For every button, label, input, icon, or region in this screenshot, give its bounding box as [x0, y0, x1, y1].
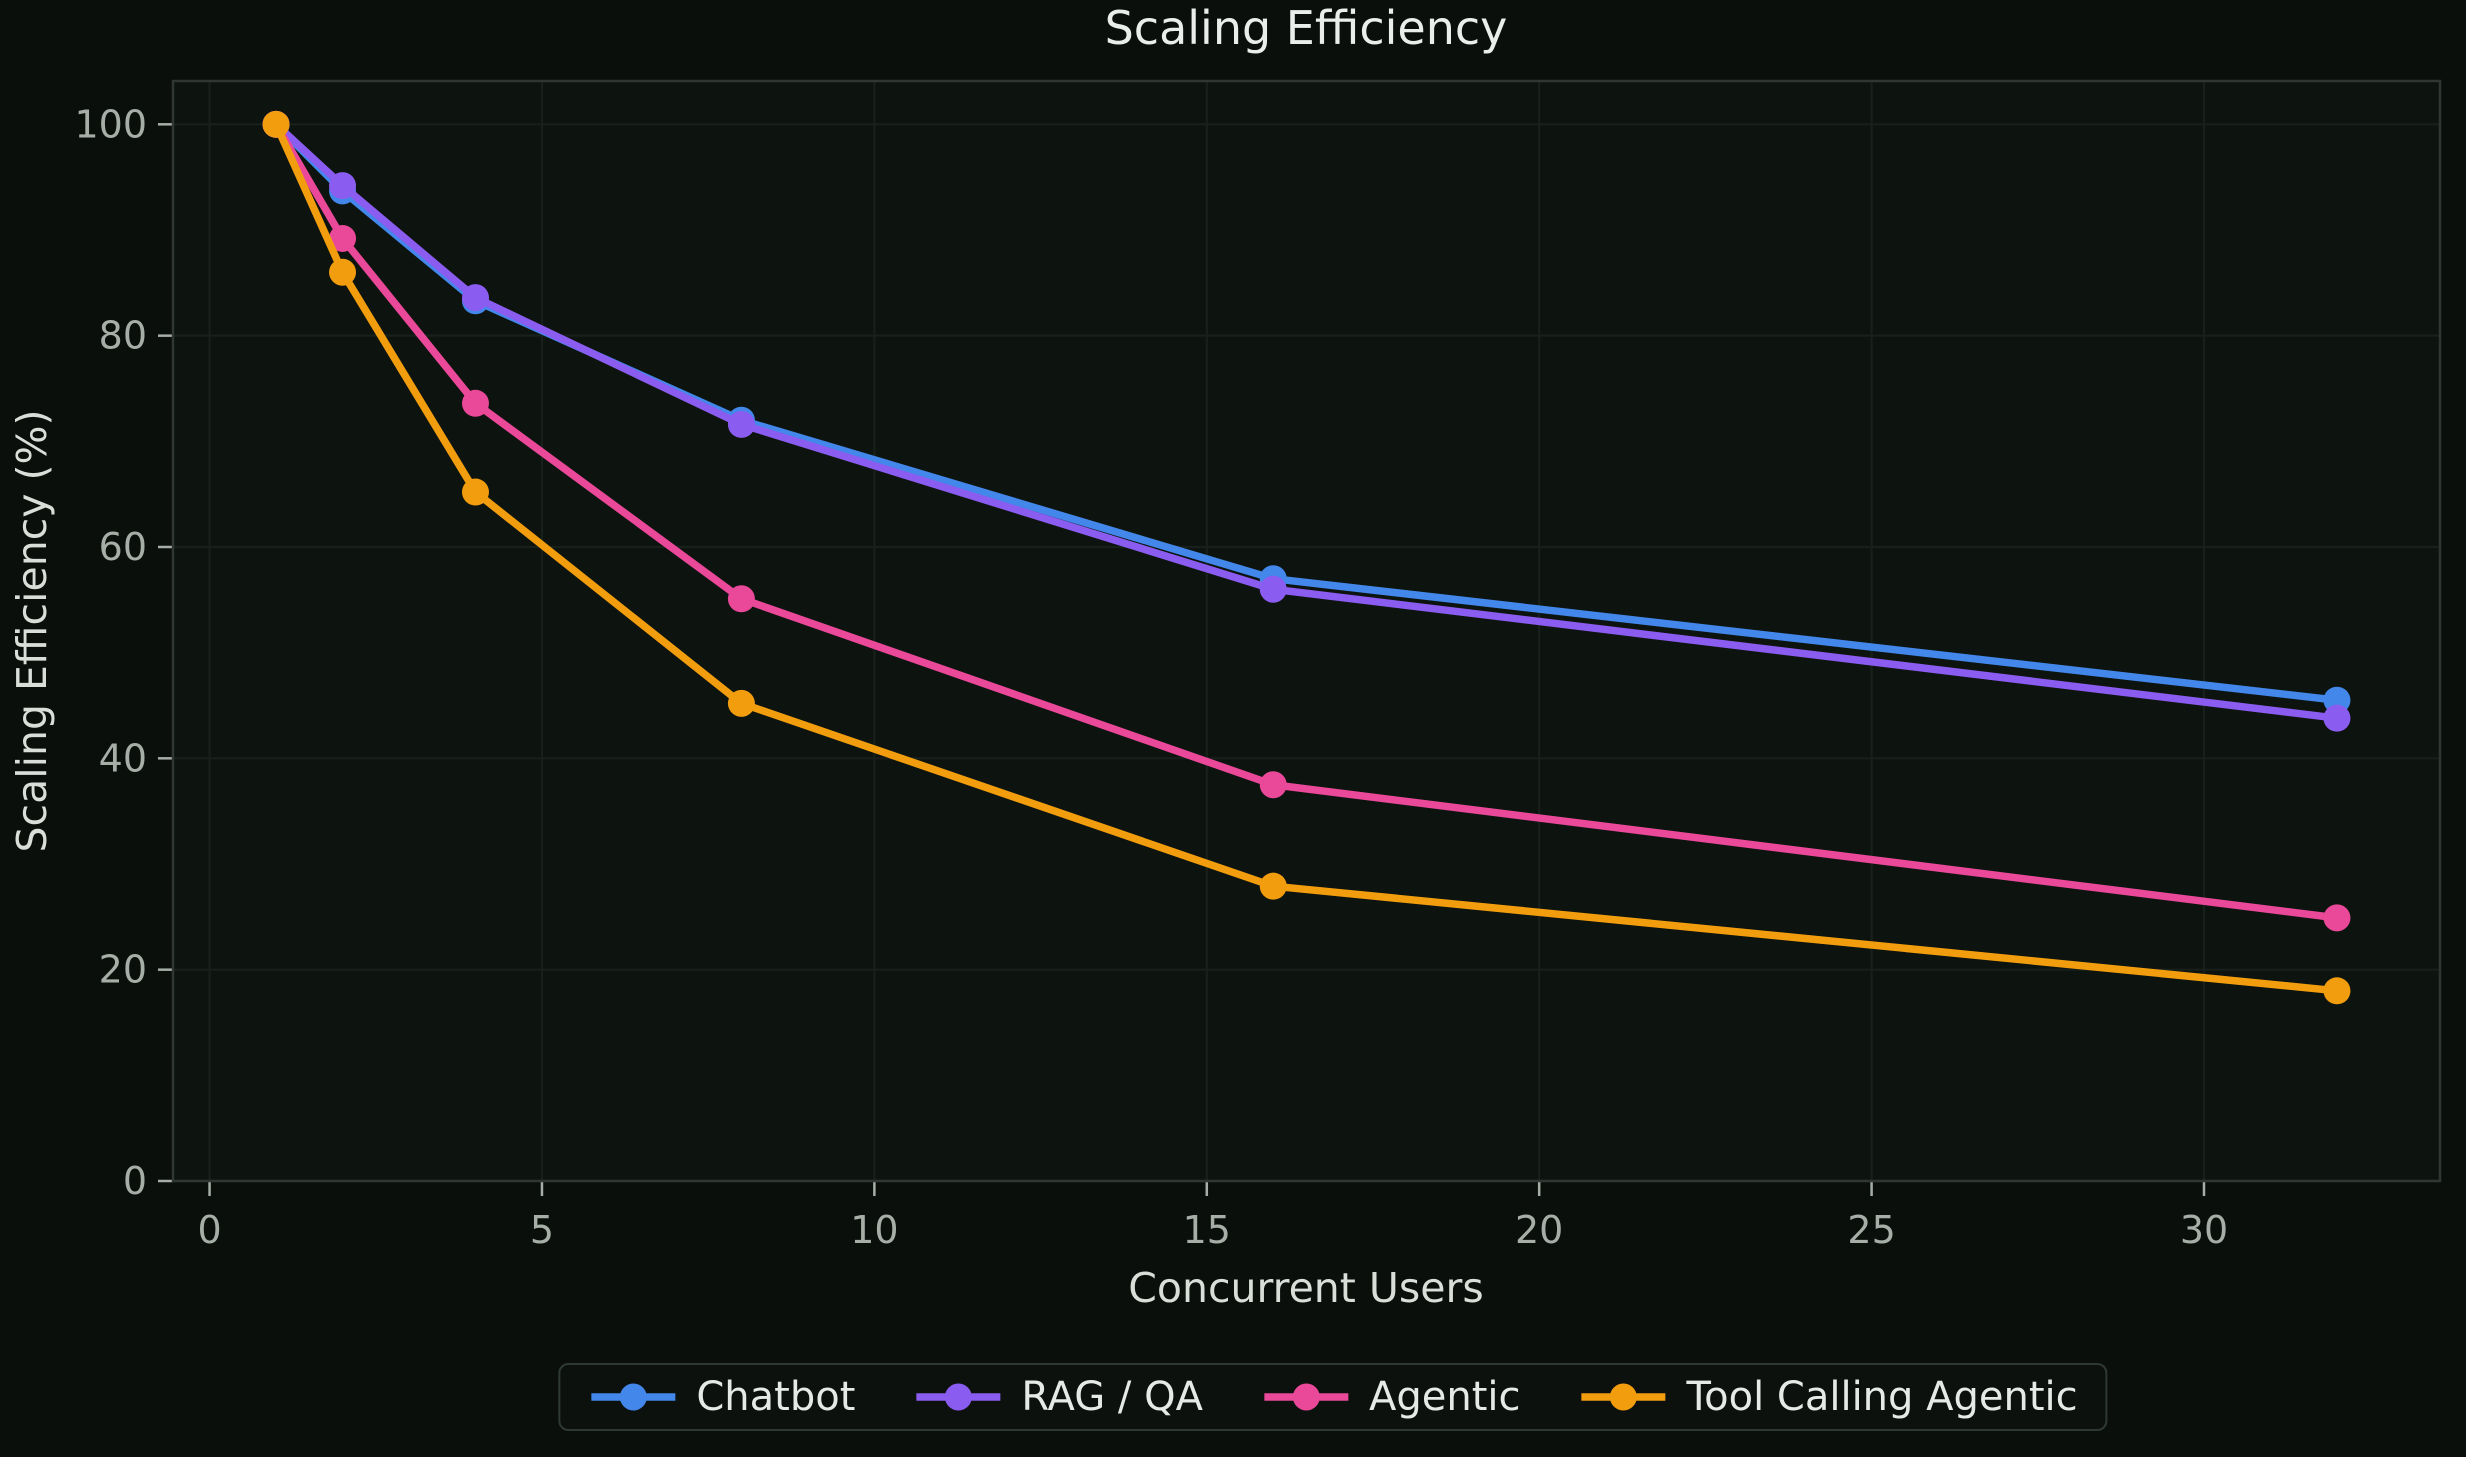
data-point-tool-calling-agentic-x1: [262, 110, 290, 138]
y-tick-label-40: 40: [99, 736, 147, 780]
y-tick-label-20: 20: [99, 948, 147, 992]
y-tick-label-80: 80: [99, 314, 147, 358]
legend-label-tool-calling-agentic: Tool Calling Agentic: [1686, 1374, 2078, 1420]
plot-border: [171, 79, 2442, 1183]
legend-dot-swatch: [1609, 1383, 1637, 1411]
data-point-agentic-x4: [461, 389, 489, 417]
data-point-tool-calling-agentic-x16: [1259, 872, 1287, 900]
data-point-agentic-x2: [329, 224, 357, 252]
y-tick-label-60: 60: [99, 525, 147, 569]
y-tick-label-100: 100: [74, 102, 147, 146]
legend-marker-agentic: [1263, 1383, 1348, 1411]
data-point-rag-qa-x32: [2323, 704, 2351, 732]
legend-label-chatbot: Chatbot: [696, 1374, 856, 1420]
legend-item-agentic: Agentic: [1261, 1374, 1521, 1420]
legend-item-chatbot: Chatbot: [588, 1374, 855, 1420]
y-tick-label-0: 0: [123, 1159, 147, 1203]
x-tick-label-30: 30: [2180, 1208, 2228, 1252]
legend-marker-rag-qa: [916, 1383, 1001, 1411]
data-point-agentic-x32: [2323, 904, 2351, 932]
data-point-tool-calling-agentic-x8: [727, 689, 755, 717]
data-point-rag-qa-x4: [461, 284, 489, 312]
legend-item-tool-calling-agentic: Tool Calling Agentic: [1578, 1374, 2078, 1420]
legend-label-rag-qa: RAG / QA: [1021, 1374, 1203, 1420]
legend-dot-swatch: [619, 1383, 647, 1411]
series-line-tool-calling-agentic: [272, 120, 2341, 995]
data-point-tool-calling-agentic-x2: [329, 258, 357, 286]
y-axis-label: Scaling Efficiency (%): [8, 410, 56, 853]
legend-dot-swatch: [1292, 1383, 1320, 1411]
data-point-rag-qa-x16: [1259, 575, 1287, 603]
x-tick-label-20: 20: [1515, 1208, 1563, 1252]
legend-label-agentic: Agentic: [1368, 1374, 1521, 1420]
series-line-agentic: [272, 120, 2341, 922]
data-point-agentic-x8: [727, 585, 755, 613]
data-point-rag-qa-x8: [727, 410, 755, 438]
x-tick-label-10: 10: [850, 1208, 898, 1252]
data-point-tool-calling-agentic-x32: [2323, 977, 2351, 1005]
legend-marker-chatbot: [591, 1383, 676, 1411]
series-line-rag-qa: [272, 120, 2341, 722]
legend-item-rag-qa: RAG / QA: [913, 1374, 1203, 1420]
legend-marker-tool-calling-agentic: [1581, 1383, 1666, 1411]
plot-area: 0 5 10 15 20 25 30 0 20 40 60 80 100: [74, 79, 2442, 1252]
data-point-agentic-x16: [1259, 771, 1287, 799]
x-tick-label-15: 15: [1183, 1208, 1231, 1252]
data-point-tool-calling-agentic-x4: [461, 478, 489, 506]
chart-legend: Chatbot RAG / QA Agentic Tool Calling Agent…: [558, 1363, 2108, 1431]
x-tick-label-5: 5: [530, 1208, 554, 1252]
x-tick-label-0: 0: [197, 1208, 221, 1252]
x-tick-label-25: 25: [1847, 1208, 1895, 1252]
legend-dot-swatch: [944, 1383, 972, 1411]
x-axis-label: Concurrent Users: [1128, 1264, 1483, 1312]
data-point-rag-qa-x2: [329, 172, 357, 200]
chart-title: Scaling Efficiency: [1105, 1, 1508, 55]
axes-background: [173, 81, 2440, 1181]
